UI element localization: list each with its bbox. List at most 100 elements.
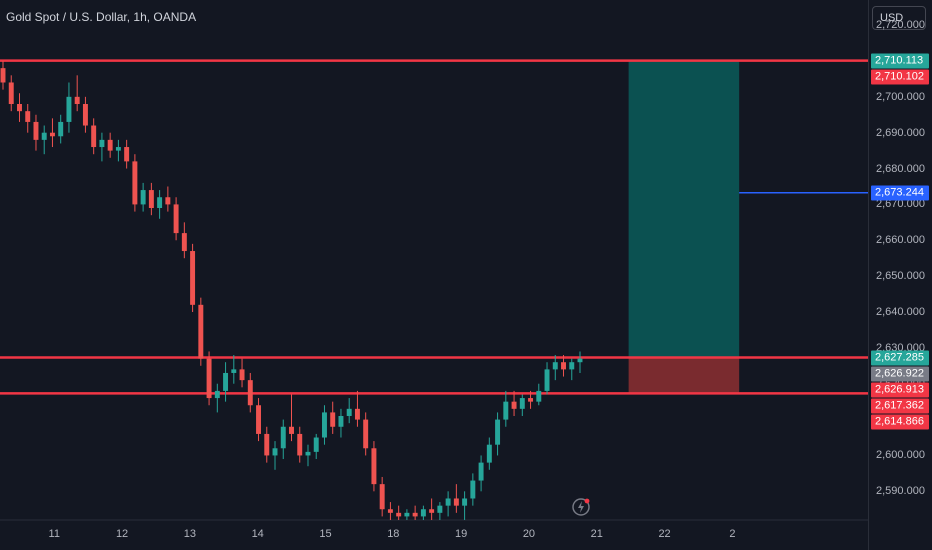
candle-body — [247, 380, 253, 406]
candle-body — [0, 68, 6, 83]
y-tick-label: 2,640.000 — [876, 306, 925, 318]
candle-body — [124, 147, 130, 162]
candle-body — [91, 125, 97, 148]
candle-body — [486, 444, 492, 463]
price-chart[interactable] — [0, 0, 868, 550]
stop-zone — [628, 357, 740, 394]
candle-body — [272, 448, 278, 456]
candle-body — [429, 509, 435, 513]
chart-title: Gold Spot / U.S. Dollar, 1h, OANDA — [6, 10, 197, 24]
y-tick-label: 2,650.000 — [876, 270, 925, 283]
candle-body — [536, 390, 542, 402]
candle-body — [256, 405, 262, 434]
candle-body — [387, 509, 393, 513]
candle-body — [17, 104, 22, 112]
x-tick-label: 15 — [319, 528, 332, 540]
candle-body — [379, 484, 385, 510]
candle-body — [206, 358, 212, 399]
price-tag: 2,710.113 — [871, 53, 929, 69]
candle-body — [297, 433, 303, 456]
candle-body — [8, 82, 14, 104]
candle-body — [330, 412, 336, 427]
x-tick-label: 11 — [48, 528, 60, 540]
x-tick-label: 12 — [115, 528, 129, 540]
candle-body — [66, 96, 72, 122]
candle-body — [561, 362, 566, 370]
y-tick-label: 2,600.000 — [876, 449, 925, 462]
candle-body — [313, 437, 319, 452]
candle-body — [354, 408, 360, 420]
candle-body — [577, 358, 583, 363]
price-tag: 2,614.866 — [871, 414, 929, 430]
candle-body — [420, 509, 426, 517]
x-tick-label: 18 — [387, 528, 400, 540]
candle-body — [25, 111, 31, 122]
y-tick-label: 2,670.000 — [876, 198, 925, 211]
candle-body — [157, 197, 163, 208]
candle-body — [280, 426, 286, 449]
candle-body — [569, 362, 575, 370]
candle-body — [404, 512, 410, 517]
candle-body — [165, 197, 171, 205]
x-tick-label: 2 — [729, 528, 736, 540]
lightning-alert-icon[interactable] — [571, 497, 591, 517]
candle-body — [371, 448, 377, 485]
candle-body — [198, 304, 204, 359]
candle-body — [511, 401, 517, 409]
candle-body — [396, 512, 402, 517]
candle-body — [462, 498, 468, 506]
x-tick-label: 21 — [590, 528, 603, 540]
candle-body — [99, 139, 105, 148]
y-tick-label: 2,720.000 — [876, 19, 925, 32]
candle-body — [412, 512, 418, 517]
price-tag: 2,626.913 — [871, 382, 929, 398]
candle-body — [544, 369, 550, 391]
candle-body — [214, 390, 220, 399]
candle-body — [223, 372, 229, 391]
candle-body — [478, 462, 484, 481]
candle-body — [82, 104, 88, 126]
x-tick-label: 14 — [251, 528, 264, 540]
candle-body — [148, 190, 154, 208]
candle-body — [289, 426, 294, 434]
price-tag: 2,710.102 — [871, 69, 929, 85]
price-tag: 2,626.922 — [871, 366, 929, 382]
candle-body — [453, 498, 459, 506]
y-tick-label: 2,700.000 — [876, 90, 925, 103]
candle-body — [239, 369, 245, 381]
y-tick-label: 2,660.000 — [876, 234, 925, 247]
y-tick-label: 2,690.000 — [876, 126, 925, 139]
x-tick-label: 20 — [522, 528, 536, 540]
price-axis[interactable] — [868, 0, 932, 550]
candle-body — [305, 451, 311, 456]
candle-body — [132, 161, 138, 205]
candle-body — [470, 480, 476, 499]
candle-body — [321, 412, 327, 438]
candle-body — [346, 408, 352, 416]
y-tick-label: 2,680.000 — [876, 162, 925, 175]
candle-body — [264, 433, 270, 456]
candle-body — [445, 498, 451, 506]
candle-body — [49, 132, 55, 137]
candle-body — [495, 419, 501, 445]
x-tick-label: 19 — [455, 528, 468, 540]
candle-body — [363, 419, 369, 449]
candle-body — [181, 233, 187, 252]
y-tick-label: 2,590.000 — [876, 485, 925, 498]
candle-body — [338, 416, 344, 427]
currency-button[interactable]: USD — [872, 6, 926, 30]
x-tick-label: 13 — [183, 528, 196, 540]
chart-area[interactable]: Gold Spot / U.S. Dollar, 1h, OANDA — [0, 0, 868, 550]
candle-body — [519, 398, 525, 409]
candle-body — [107, 139, 113, 151]
candle-body — [74, 96, 80, 104]
price-tag: 2,627.285 — [871, 350, 929, 366]
price-tag: 2,617.362 — [871, 398, 929, 414]
price-tag: 2,673.244 — [871, 185, 929, 201]
candle-body — [552, 362, 558, 370]
candle-body — [58, 121, 64, 137]
candle-body — [33, 121, 39, 140]
candle-body — [231, 369, 237, 373]
candle-body — [437, 505, 443, 513]
candle-body — [173, 204, 179, 234]
